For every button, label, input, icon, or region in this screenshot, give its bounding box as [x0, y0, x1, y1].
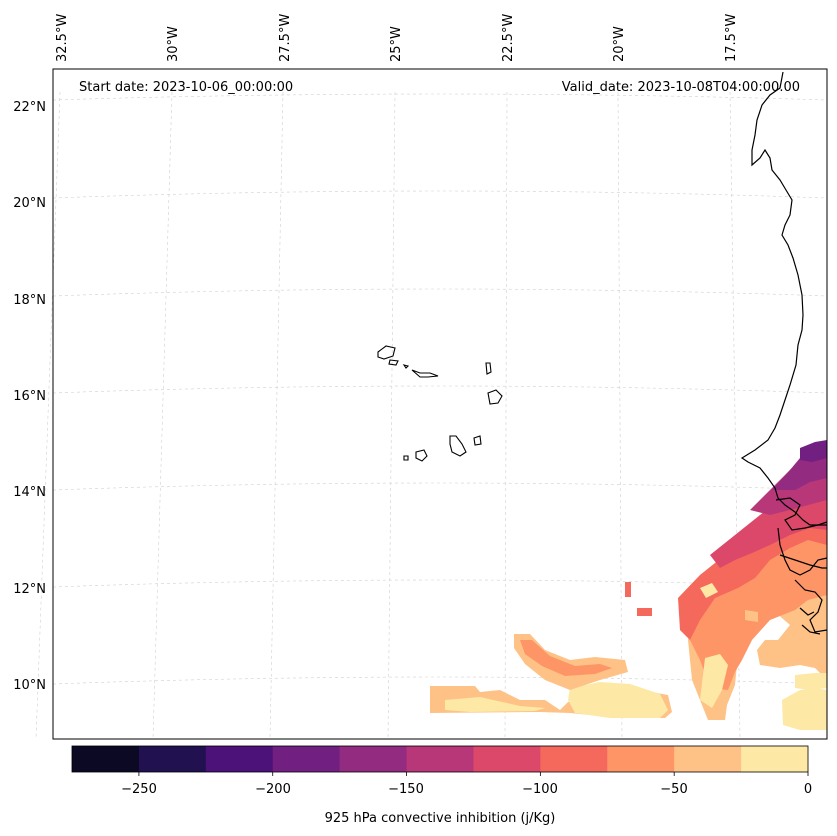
lon-label: 25°W [389, 26, 404, 62]
coastlines [740, 71, 828, 635]
cin-contour-tongue-inner [520, 640, 612, 676]
island-santo-antao [377, 345, 396, 360]
island-brava [403, 455, 409, 461]
island-maio [473, 435, 482, 446]
colorbar-tick-label: −250 [121, 782, 157, 797]
cin-contours [430, 440, 827, 730]
colorbar-frame [71, 745, 809, 773]
africa-coastline [740, 71, 827, 526]
lat-label: 22°N [13, 100, 46, 115]
guinea-coast [794, 579, 828, 635]
colorbar-swatch [138, 746, 207, 772]
colorbar-tick-label: −100 [522, 782, 558, 797]
cin-contour-mid-light [568, 682, 668, 718]
colorbar-swatch [205, 746, 274, 772]
island-santiago [449, 435, 467, 457]
lat-label: 20°N [13, 196, 46, 211]
colorbar-label: 925 hPa convective inhibition (j/Kg) [325, 811, 556, 826]
cin-contour-tongue-outer [514, 634, 628, 690]
cin-contour-patch-2 [637, 608, 652, 616]
colorbar-swatch [72, 746, 140, 772]
cape-verde-islands [377, 345, 503, 462]
guinea-bissau-coast [777, 527, 828, 576]
colorbar-ticks [138, 772, 809, 776]
lon-label: 17.5°W [724, 14, 739, 62]
cin-contour-east-light-5 [745, 610, 758, 622]
lat-label: 16°N [13, 389, 46, 404]
island-sao-nicolau [411, 369, 439, 378]
colorbar-swatches [72, 746, 809, 772]
lon-label: 22.5°W [501, 14, 516, 62]
lon-label: 27.5°W [278, 14, 293, 62]
colorbar-swatch [674, 746, 742, 772]
map-frame [52, 68, 828, 740]
valid-date-label: Valid_date: 2023-10-08T04:00:00.00 [562, 80, 800, 95]
cin-contour-east-dark [800, 440, 827, 462]
cin-contour-east-light-4 [700, 583, 718, 598]
lon-label: 20°W [612, 26, 627, 62]
gambia-coast [775, 497, 828, 531]
colorbar-tick-label: −150 [388, 782, 424, 797]
graticule [35, 91, 828, 740]
colorbar-tick-label: 0 [804, 782, 812, 797]
island-sao-vicente [388, 359, 399, 366]
start-date-label: Start date: 2023-10-06_00:00:00 [79, 80, 293, 95]
lat-label: 10°N [13, 678, 46, 693]
island-boa-vista [487, 389, 503, 405]
colorbar-swatch [741, 746, 809, 772]
lat-label: 18°N [13, 293, 46, 308]
colorbar-swatch [406, 746, 474, 772]
cin-contour-east-light-3 [795, 673, 827, 690]
colorbar-tick-label: −200 [255, 782, 291, 797]
island-sal [485, 362, 492, 375]
cin-contour-patch-1 [625, 582, 631, 597]
longitude-labels: 32.5°W 30°W 27.5°W 25°W 22.5°W 20°W 17.5… [55, 14, 739, 62]
lat-label: 14°N [13, 485, 46, 500]
lon-label: 30°W [166, 26, 181, 62]
cin-contour-east-light-1 [700, 654, 728, 708]
cin-contour-west-band-light [445, 697, 545, 712]
colorbar-swatch [540, 746, 608, 772]
colorbar-tick-label: −50 [660, 782, 687, 797]
cin-contour-east-light-2 [782, 688, 827, 730]
colorbar-swatch [607, 746, 675, 772]
island-santa-luzia [402, 364, 410, 369]
lon-label: 32.5°W [55, 14, 70, 62]
colorbar-swatch [339, 746, 408, 772]
colorbar: −250 −200 −150 −100 −50 0 925 hPa convec… [71, 745, 812, 826]
latitude-labels: 22°N 20°N 18°N 16°N 14°N 12°N 10°N [13, 100, 46, 693]
island-fogo [415, 449, 428, 462]
colorbar-swatch [272, 746, 341, 772]
colorbar-swatch [473, 746, 541, 772]
lat-label: 12°N [13, 582, 46, 597]
